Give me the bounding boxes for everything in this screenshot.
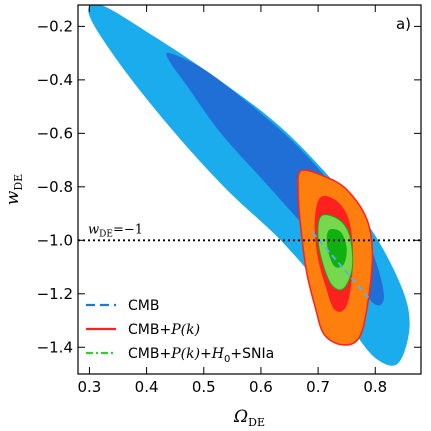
legend-label: CMB+P(k) (128, 322, 200, 338)
x-tick-label: 0.3 (78, 378, 102, 396)
x-axis-label: ΩDE (233, 407, 265, 429)
x-tick-label: 0.4 (135, 378, 159, 396)
y-tick-label: −0.4 (37, 71, 73, 89)
legend: CMB CMB+P(k) CMB+P(k)+H0+SNIa (86, 298, 274, 365)
reference-line-group: wDE=−1 (78, 222, 421, 242)
legend-label: CMB+P(k)+H0+SNIa (128, 346, 274, 365)
contour-regions (88, 5, 410, 366)
y-tick-label: −0.6 (37, 124, 73, 142)
contour-cmb-p-k-h0-snia-68 (326, 229, 347, 268)
reference-line-label: wDE=−1 (88, 222, 143, 239)
x-tick-label: 0.7 (306, 378, 330, 396)
axis-ticks: 0.3 0.4 0.5 0.6 0.7 0.8 −0.2 −0.4 −0.6 −0.8 −1.0 −1… (37, 5, 421, 396)
y-tick-label: −1.0 (37, 231, 73, 249)
legend-label: CMB (128, 298, 159, 314)
x-tick-label: 0.6 (249, 378, 273, 396)
plot-frame (77, 4, 422, 375)
x-tick-label: 0.5 (192, 378, 216, 396)
cmb-dashed-contour (311, 231, 371, 300)
y-tick-label: −0.8 (37, 178, 73, 196)
y-axis-label: wDE (3, 174, 25, 205)
y-tick-label: −1.2 (37, 285, 73, 303)
x-tick-label: 0.8 (363, 378, 387, 396)
y-tick-label: −1.4 (37, 338, 73, 356)
panel-label: a) (396, 15, 411, 33)
y-tick-label: −0.2 (37, 17, 73, 35)
